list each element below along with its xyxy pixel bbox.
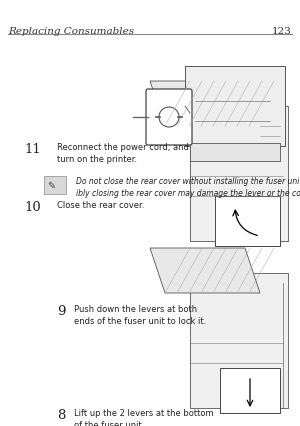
- Bar: [190, 144, 280, 161]
- Text: 123: 123: [272, 27, 292, 36]
- Text: Do not close the rear cover without installing the fuser unit. Forc-
ibly closin: Do not close the rear cover without inst…: [76, 177, 300, 198]
- Text: Close the rear cover.: Close the rear cover.: [57, 200, 144, 209]
- Text: Reconnect the power cord, and
turn on the printer.: Reconnect the power cord, and turn on th…: [57, 143, 189, 164]
- Text: 11: 11: [24, 143, 41, 155]
- Bar: [220, 368, 280, 413]
- Text: 10: 10: [24, 200, 41, 213]
- Text: Replacing Consumables: Replacing Consumables: [8, 27, 134, 36]
- Text: 9: 9: [57, 305, 65, 317]
- FancyBboxPatch shape: [146, 90, 192, 146]
- Bar: [190, 107, 288, 242]
- Bar: [44, 177, 65, 195]
- Text: 8: 8: [57, 408, 65, 421]
- Text: Lift up the 2 levers at the bottom
of the fuser unit.: Lift up the 2 levers at the bottom of th…: [74, 408, 213, 426]
- Bar: [185, 67, 285, 147]
- Bar: [215, 196, 280, 246]
- Bar: [190, 273, 288, 408]
- Text: ✎: ✎: [47, 181, 56, 191]
- Polygon shape: [150, 248, 260, 294]
- Polygon shape: [150, 82, 260, 127]
- Text: Push down the levers at both
ends of the fuser unit to lock it.: Push down the levers at both ends of the…: [74, 305, 206, 326]
